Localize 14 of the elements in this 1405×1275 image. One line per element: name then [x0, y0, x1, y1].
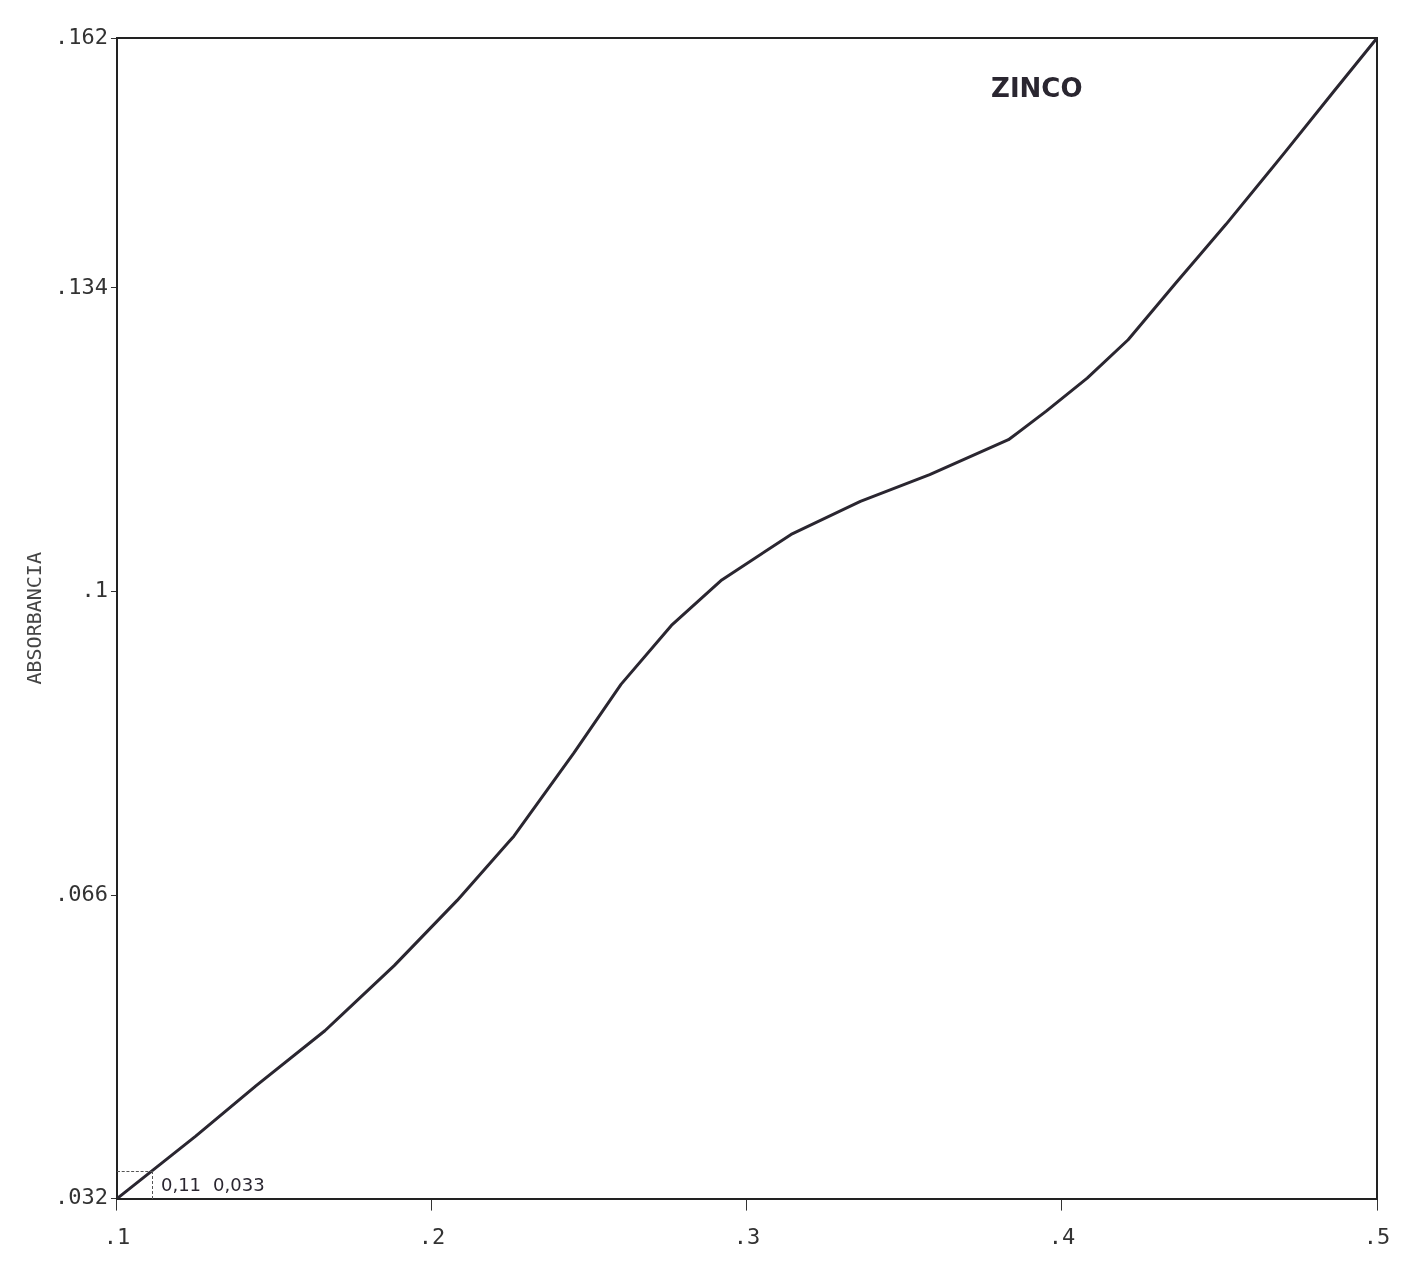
y-tick-label: .134 — [55, 273, 108, 299]
annotation: 0,033 — [213, 1174, 265, 1196]
y-axis-title: ABSORBANCIA — [22, 552, 47, 685]
annotation: 0,11 — [160, 1174, 202, 1196]
x-tick-label: .4 — [1048, 1223, 1076, 1249]
y-tick-label: .162 — [55, 23, 108, 49]
y-tick-label: .066 — [55, 880, 108, 906]
y-tick-label: .032 — [55, 1184, 108, 1210]
x-tick-label: .3 — [733, 1223, 761, 1249]
x-tick-label: .5 — [1363, 1223, 1391, 1249]
x-tick-label: .1 — [103, 1223, 131, 1249]
y-tick-label: .1 — [81, 577, 108, 603]
x-tick-label: .2 — [418, 1223, 446, 1249]
text: ZINCO — [991, 72, 1083, 103]
